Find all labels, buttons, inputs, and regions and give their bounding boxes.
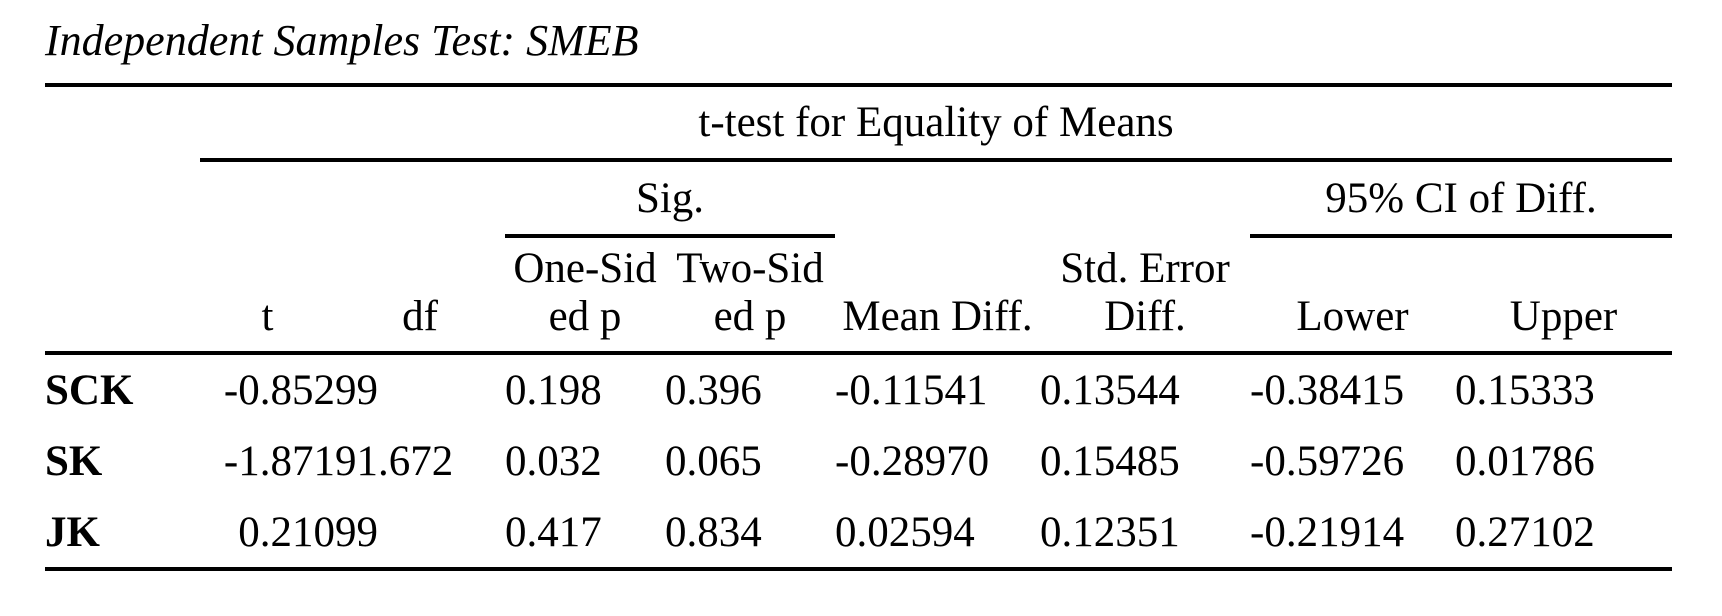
cell-mean-diff: 0.02594 [835,497,1040,571]
blank-cell [200,160,505,236]
cell-df: 91.672 [335,437,454,485]
cell-upper: 0.15333 [1455,366,1595,414]
t-test-spanner-header: t-test for Equality of Means [200,85,1673,162]
blank-cell [835,160,1250,236]
cell-two-sided-p: 0.396 [665,366,762,414]
cell-two-sided-p: 0.834 [665,497,835,571]
cell-lower: -0.38415 [1250,366,1405,414]
row-label: SK [45,437,103,485]
cell-t: -1.871 [223,437,335,485]
blank-cell [45,85,200,160]
col-header-t: t [200,236,335,355]
row-label: JK [45,497,200,571]
col-header-upper: Upper [1455,236,1673,355]
cell-mean-diff: -0.11541 [835,366,988,414]
cell-t: -0.852 [223,366,335,414]
cell-df: 99 [335,497,505,571]
col-header-two-sided-p: Two-Sid ed p [665,236,835,355]
table-title: Independent Samples Test: SMEB [45,16,639,65]
cell-lower: -0.59726 [1250,437,1405,485]
row-label: SCK [45,366,134,414]
cell-one-sided-p: 0.198 [505,366,602,414]
col-header-std-error-diff: Std. Error Diff. [1040,236,1250,355]
column-header-row: t df One-Sid ed p Two-Sid ed p Mean Diff… [45,236,1673,355]
spanner-row-sig-ci: Sig. 95% CI of Diff. [45,160,1673,238]
spanner-row-ttest: t-test for Equality of Means [45,85,1673,162]
ci-spanner-header: 95% CI of Diff. [1250,160,1673,238]
cell-one-sided-p: 0.417 [505,497,665,571]
cell-upper: 0.27102 [1455,497,1673,571]
table-row-sck: SCK -0.852 99 0.198 0.396 -0.11541 0.135… [45,353,1672,425]
blank-cell [45,236,200,355]
sig-spanner-header: Sig. [505,160,835,238]
col-header-df: df [335,236,505,355]
cell-t: 0.210 [200,497,335,571]
independent-samples-table: t-test for Equality of Means Sig. 95% CI… [45,83,1673,571]
cell-upper: 0.01786 [1455,437,1595,485]
blank-cell [45,160,200,236]
cell-std-error-diff: 0.15485 [1040,437,1180,485]
col-header-mean-diff: Mean Diff. [835,236,1040,355]
col-header-one-sided-p: One-Sid ed p [505,236,665,355]
cell-df: 99 [335,366,378,414]
cell-std-error-diff: 0.12351 [1040,497,1250,571]
cell-lower: -0.21914 [1250,497,1455,571]
cell-mean-diff: -0.28970 [835,437,990,485]
cell-std-error-diff: 0.13544 [1040,366,1180,414]
cell-two-sided-p: 0.065 [665,437,762,485]
col-header-lower: Lower [1250,236,1455,355]
cell-one-sided-p: 0.032 [505,437,602,485]
table-row-sk: SK -1.871 91.672 0.032 0.065 -0.28970 0.… [45,425,1672,497]
table-row-jk: JK 0.210 99 0.417 0.834 0.02594 0.12351 … [45,497,1673,571]
